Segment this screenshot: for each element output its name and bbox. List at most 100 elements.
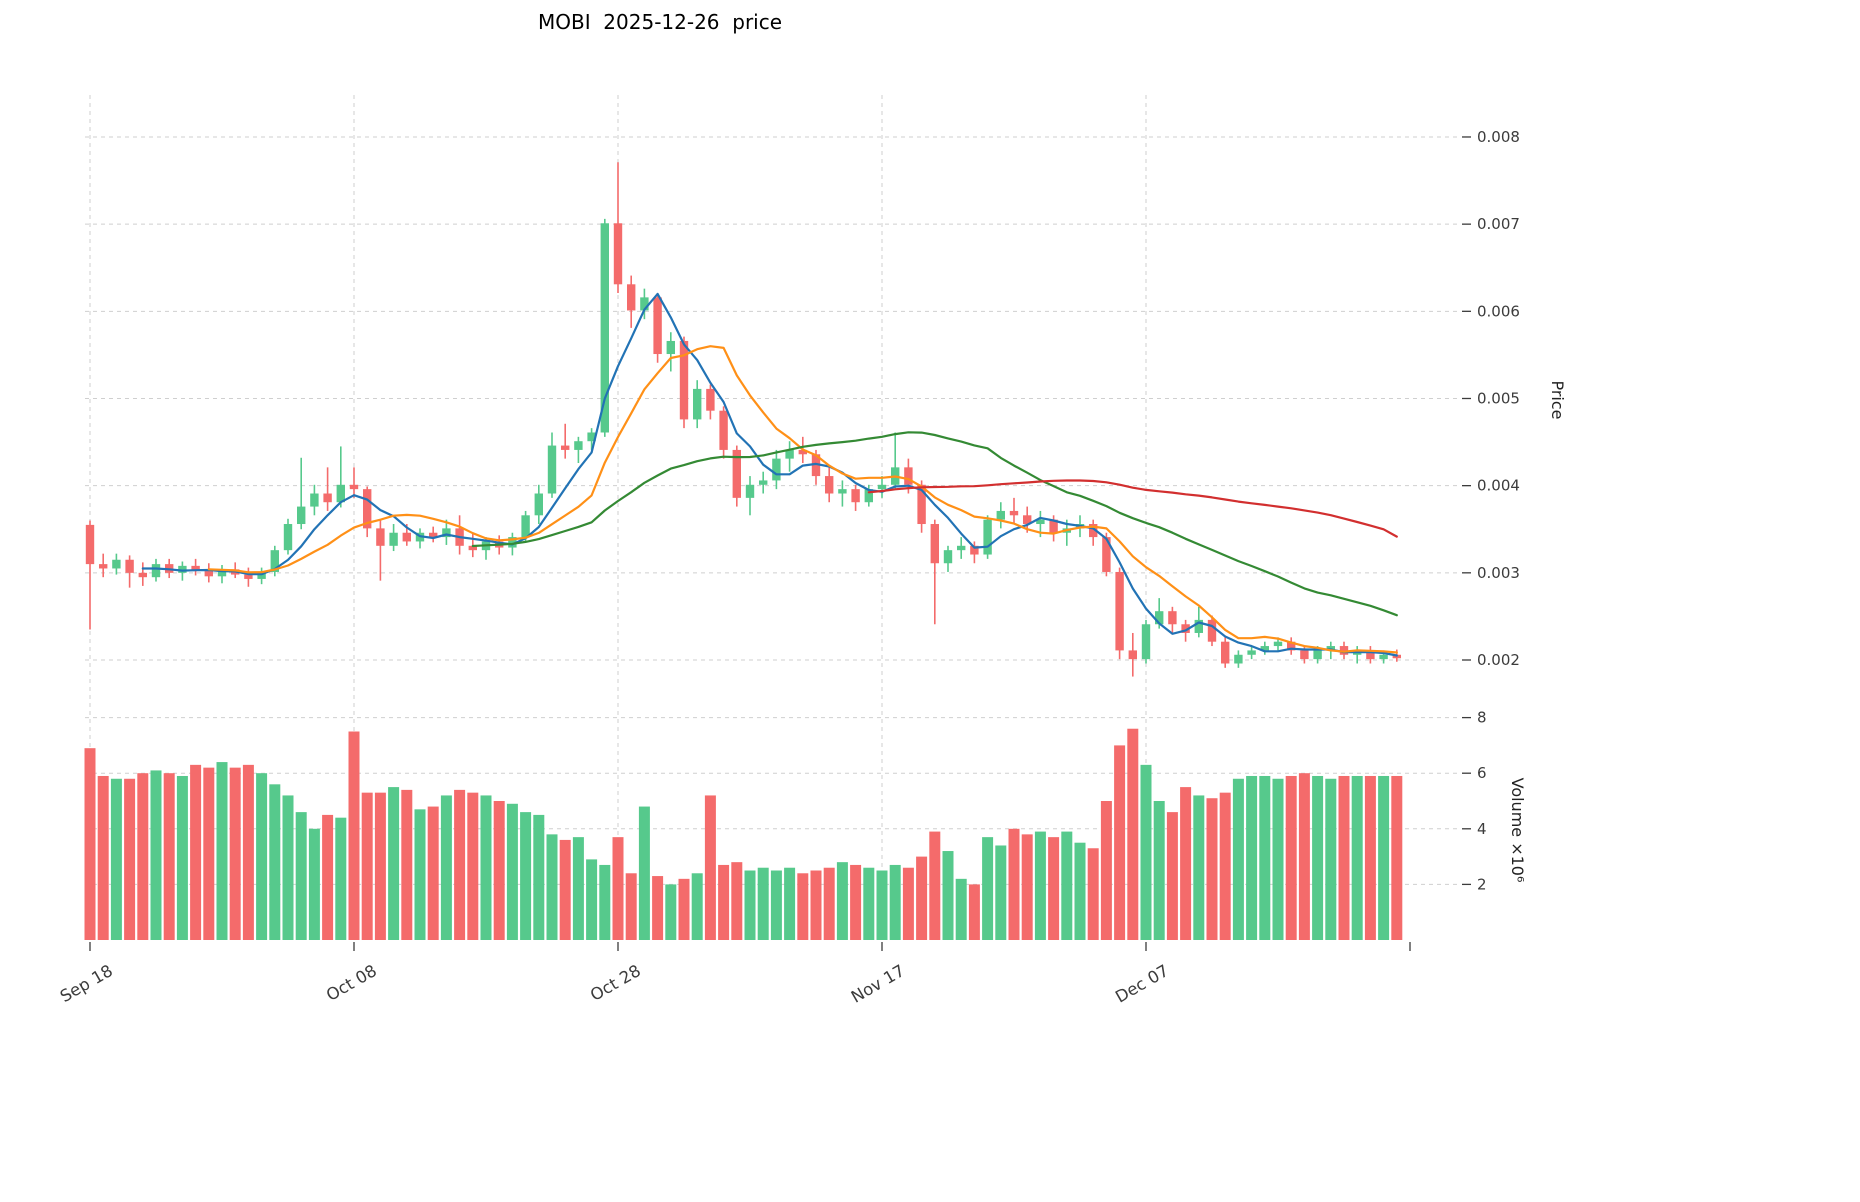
candle-body [772, 458, 781, 481]
volume-bar [797, 873, 809, 940]
volume-bar [493, 801, 505, 940]
volume-bar [163, 773, 175, 940]
candle-body [1247, 650, 1256, 655]
candle-body [310, 493, 319, 507]
candle-body [1287, 641, 1296, 651]
price-tick-label: 0.004 [1477, 477, 1520, 495]
candle-body [534, 493, 543, 516]
candle-body [402, 532, 411, 542]
volume-bar [520, 812, 532, 940]
candle-body [125, 559, 134, 573]
volume-bar [388, 787, 400, 940]
candle-body [1300, 650, 1309, 660]
candle-body [244, 574, 253, 579]
ma60-line [867, 479, 1398, 538]
candle-body [877, 484, 887, 490]
candle-body [349, 484, 359, 490]
candle-body [429, 532, 438, 538]
volume-bar [1298, 773, 1310, 940]
volume-bar [1259, 775, 1271, 940]
volume-bar [612, 837, 624, 940]
x-tick-label: Nov 17 [848, 961, 908, 1007]
candle-body [1128, 650, 1137, 660]
volume-bar [1338, 775, 1350, 940]
volume-bar [929, 831, 941, 940]
candle-body [283, 524, 293, 551]
candle-body [1313, 650, 1322, 660]
volume-bar [1061, 831, 1073, 940]
candle-body [811, 454, 821, 477]
candle-body [983, 519, 992, 555]
candle-body [138, 572, 147, 578]
volume-bar [1100, 801, 1112, 940]
candle-body [759, 480, 768, 485]
candle-body [151, 564, 161, 578]
volume-bars-layer [84, 728, 1403, 940]
volume-bar [1219, 792, 1231, 940]
candle-body [217, 569, 227, 577]
volume-tick-label: 2 [1477, 875, 1487, 893]
candle-body [1102, 537, 1111, 572]
candle-body [719, 410, 728, 450]
candle-body [666, 340, 675, 355]
volume-bar [1378, 775, 1390, 940]
candle-body [442, 528, 451, 538]
candle-body [574, 441, 583, 450]
volume-bar [784, 867, 796, 940]
volume-bar [137, 773, 149, 940]
candle-body [930, 524, 939, 564]
candle-body [1366, 650, 1375, 660]
volume-bar [401, 789, 413, 940]
candle-body [389, 532, 398, 546]
volume-bar [124, 778, 136, 940]
volume-bar [1232, 778, 1244, 940]
candle-body [679, 340, 689, 420]
candle-body [1115, 571, 1124, 651]
candle-body [1207, 619, 1217, 642]
x-axis: Sep 18 Oct 08 Oct 28 Nov 17 Dec 07 [57, 942, 1411, 1007]
candle-body [613, 223, 623, 285]
x-tick-label: Oct 28 [587, 961, 644, 1005]
volume-bar [889, 864, 901, 940]
candle-body [85, 524, 95, 565]
candle-body [904, 467, 913, 485]
candle-body [99, 564, 108, 569]
volume-bar [480, 795, 492, 940]
volume-bar [718, 864, 730, 940]
candles-layer [85, 162, 1401, 677]
candle-body [521, 515, 530, 538]
candle-body [587, 432, 596, 442]
volume-bar [823, 867, 835, 940]
volume-bar [546, 834, 558, 940]
volume-bar [1246, 775, 1258, 940]
candle-body [547, 445, 557, 494]
volume-bar [770, 870, 782, 940]
candle-body [323, 493, 332, 503]
candle-body [970, 545, 979, 555]
candle-body [376, 528, 385, 546]
candle-body [943, 550, 953, 564]
candle-body [297, 506, 306, 525]
candle-body [1009, 510, 1019, 516]
candle-body [706, 388, 715, 411]
chart-title: MOBI 2025-12-26 price [537, 10, 783, 34]
candle-body [996, 510, 1005, 520]
volume-bar [995, 845, 1007, 940]
volume-bar [1140, 764, 1152, 940]
ma5-line [141, 292, 1398, 657]
candle-body [336, 484, 345, 503]
volume-bar [942, 851, 954, 940]
candle-body [745, 484, 755, 498]
volume-bar [335, 817, 347, 940]
candle-body [600, 223, 609, 433]
volume-bar [1153, 801, 1165, 940]
candle-body [508, 537, 517, 548]
volume-bar [322, 814, 334, 940]
volume-bar [110, 778, 122, 940]
candle-body [1234, 654, 1243, 664]
volume-bar [1206, 798, 1218, 940]
x-tick-label: Oct 08 [323, 961, 380, 1005]
volume-bar [282, 795, 294, 940]
candle-body [1089, 524, 1098, 538]
